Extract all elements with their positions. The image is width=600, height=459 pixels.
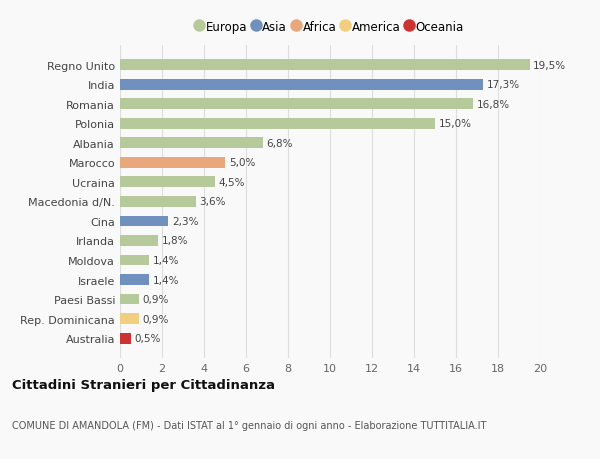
Text: 17,3%: 17,3% — [487, 80, 520, 90]
Text: 0,5%: 0,5% — [134, 334, 161, 343]
Bar — [120, 333, 131, 344]
Text: 1,4%: 1,4% — [153, 275, 179, 285]
Text: 2,3%: 2,3% — [172, 217, 199, 226]
Text: 0,9%: 0,9% — [143, 314, 169, 324]
Text: 3,6%: 3,6% — [199, 197, 226, 207]
Bar — [120, 177, 215, 188]
Text: 6,8%: 6,8% — [266, 139, 293, 148]
Text: 16,8%: 16,8% — [476, 100, 510, 109]
Text: Cittadini Stranieri per Cittadinanza: Cittadini Stranieri per Cittadinanza — [12, 379, 275, 392]
Text: 19,5%: 19,5% — [533, 61, 566, 70]
Text: 15,0%: 15,0% — [439, 119, 472, 129]
Bar — [120, 274, 149, 285]
Text: 1,8%: 1,8% — [161, 236, 188, 246]
Bar — [120, 196, 196, 207]
Legend: Europa, Asia, Africa, America, Oceania: Europa, Asia, Africa, America, Oceania — [191, 16, 469, 38]
Bar — [120, 79, 484, 90]
Bar — [120, 255, 149, 266]
Bar — [120, 216, 168, 227]
Bar — [120, 138, 263, 149]
Bar — [120, 157, 225, 168]
Bar — [120, 235, 158, 246]
Bar — [120, 118, 435, 129]
Bar — [120, 313, 139, 325]
Bar — [120, 99, 473, 110]
Text: 4,5%: 4,5% — [218, 178, 245, 187]
Text: 0,9%: 0,9% — [143, 295, 169, 304]
Text: 5,0%: 5,0% — [229, 158, 255, 168]
Bar — [120, 294, 139, 305]
Text: 1,4%: 1,4% — [153, 256, 179, 265]
Bar — [120, 60, 530, 71]
Text: COMUNE DI AMANDOLA (FM) - Dati ISTAT al 1° gennaio di ogni anno - Elaborazione T: COMUNE DI AMANDOLA (FM) - Dati ISTAT al … — [12, 420, 487, 430]
